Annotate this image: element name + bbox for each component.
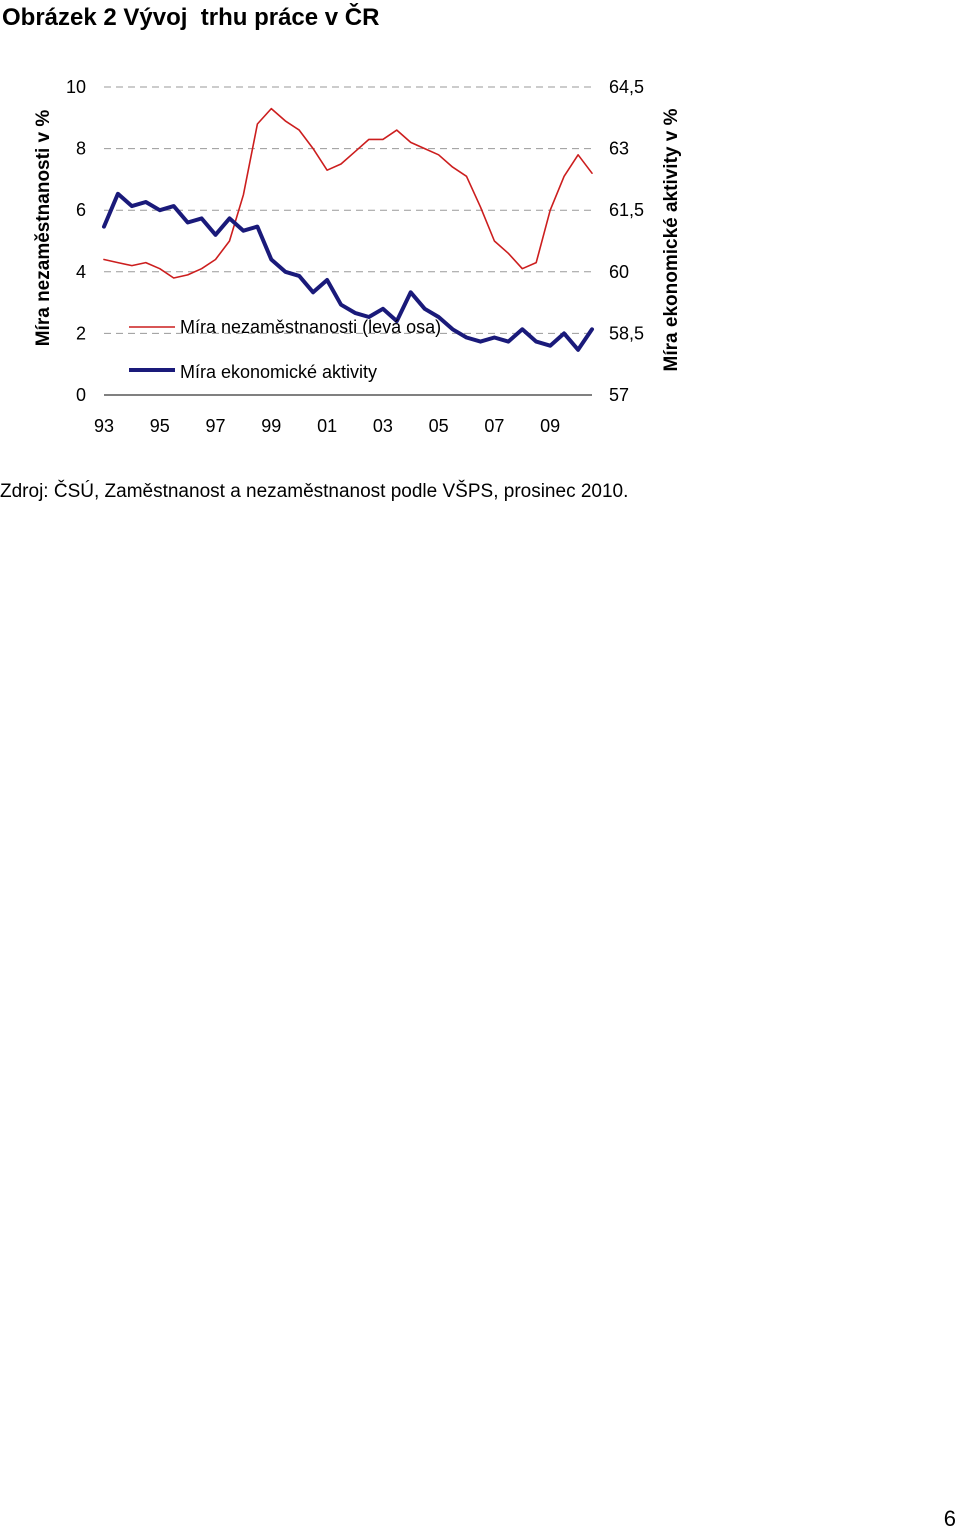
- x-tick-label: 03: [373, 416, 393, 436]
- legend-label-activity: Míra ekonomické aktivity: [180, 362, 377, 382]
- right-axis-ticks: 57 58,5 60 61,5 63 64,5: [609, 77, 644, 405]
- right-tick-label: 63: [609, 139, 629, 159]
- source-note: Zdroj: ČSÚ, Zaměstnanost a nezaměstnanos…: [0, 481, 629, 502]
- dual-axis-line-chart: 0 2 4 6 8 10 57 58,5 60 61,5 63 64,5 93 95 97 99 01 03 0…: [33, 77, 682, 436]
- x-tick-label: 95: [150, 416, 170, 436]
- left-tick-label: 4: [76, 262, 86, 282]
- legend: Míra nezaměstnanosti (levá osa) Míra eko…: [129, 317, 441, 382]
- x-tick-label: 99: [261, 416, 281, 436]
- right-tick-label: 58,5: [609, 323, 644, 343]
- x-tick-label: 07: [484, 416, 504, 436]
- x-tick-label: 01: [317, 416, 337, 436]
- series-lines: [102, 107, 594, 352]
- left-axis-ticks: 0 2 4 6 8 10: [66, 77, 86, 405]
- figure-title: Obrázek 2 Vývoj trhu práce v ČR: [2, 4, 380, 31]
- x-tick-label: 93: [94, 416, 114, 436]
- series-line-unemployment: [103, 107, 593, 279]
- right-axis-title: Míra ekonomické aktivity v %: [661, 108, 682, 371]
- x-axis-ticks: 93 95 97 99 01 03 05 07 09: [94, 416, 560, 436]
- x-tick-label: 09: [540, 416, 560, 436]
- left-tick-label: 2: [76, 323, 86, 343]
- right-tick-label: 61,5: [609, 200, 644, 220]
- legend-label-unemployment: Míra nezaměstnanosti (levá osa): [180, 317, 441, 337]
- right-tick-label: 60: [609, 262, 629, 282]
- left-axis-title: Míra nezaměstnanosti v %: [33, 110, 54, 347]
- right-tick-label: 64,5: [609, 77, 644, 97]
- left-tick-label: 0: [76, 385, 86, 405]
- left-tick-label: 8: [76, 139, 86, 159]
- left-tick-label: 10: [66, 77, 86, 97]
- page-number: 6: [943, 1506, 956, 1531]
- left-tick-label: 6: [76, 200, 86, 220]
- right-tick-label: 57: [609, 385, 629, 405]
- x-tick-label: 05: [429, 416, 449, 436]
- gridlines: [104, 86, 592, 334]
- x-tick-label: 97: [206, 416, 226, 436]
- series-line-activity: [102, 191, 594, 352]
